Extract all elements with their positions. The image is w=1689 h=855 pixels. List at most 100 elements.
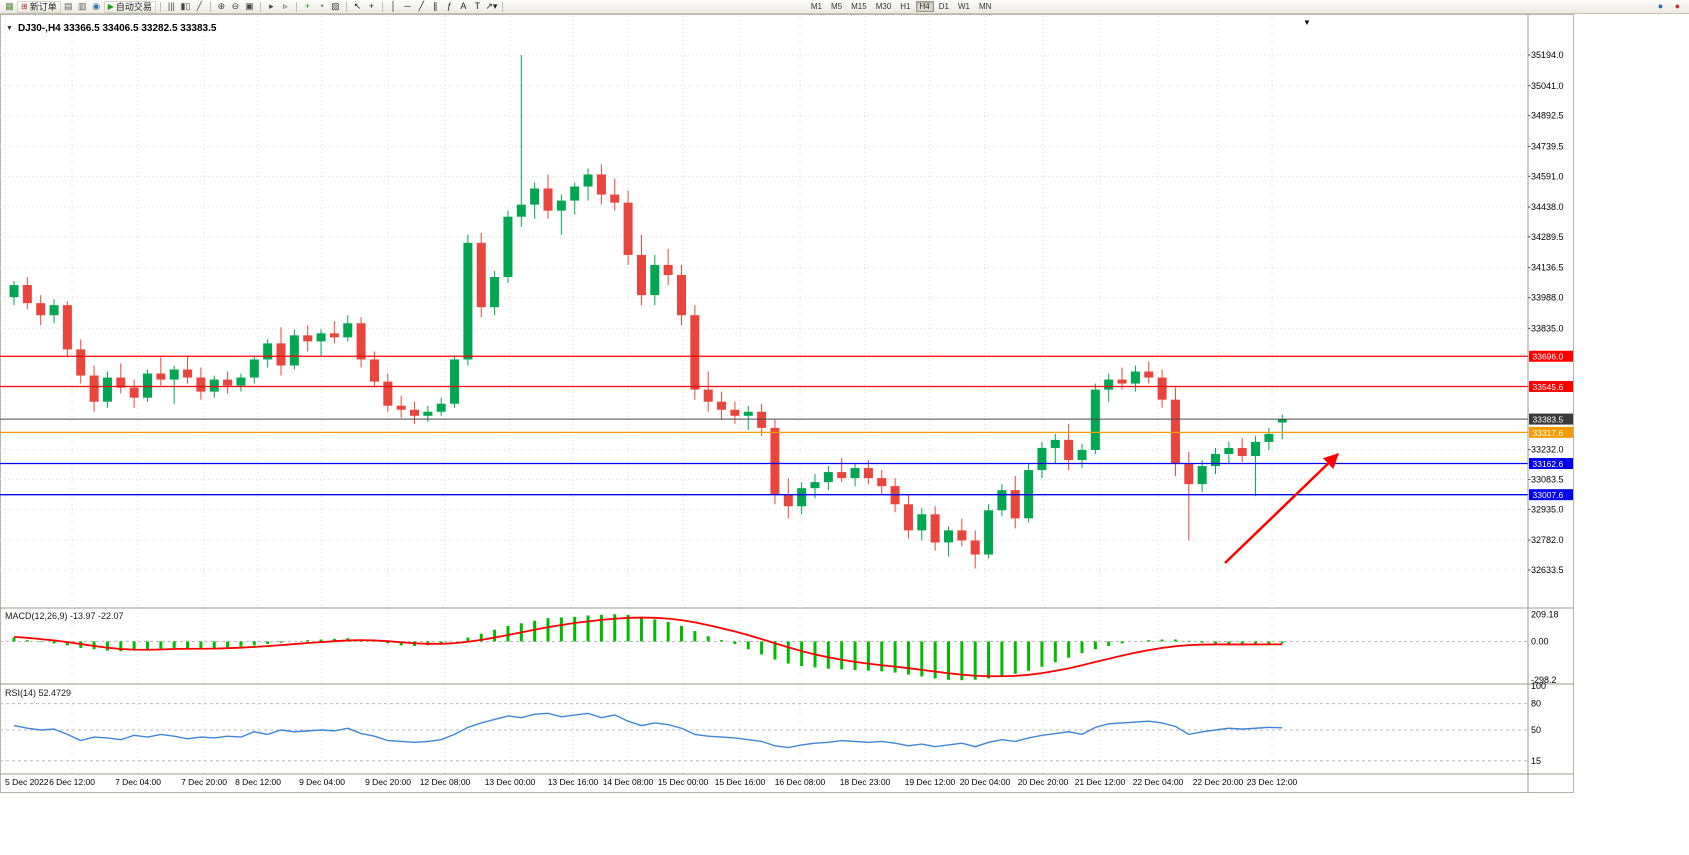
toolbar-separator bbox=[501, 1, 503, 12]
svg-text:33317.6: 33317.6 bbox=[1533, 428, 1564, 438]
price-chart[interactable]: 35194.0 35041.0 34892.5 34739.5 34591.0 34438… bbox=[0, 14, 1689, 855]
candle-body bbox=[423, 411, 433, 416]
timeframe-w1-button[interactable]: W1 bbox=[954, 1, 974, 12]
candle-body bbox=[196, 377, 206, 392]
macd-axis-label: 0.00 bbox=[1531, 636, 1549, 646]
timeframe-m30-button[interactable]: M30 bbox=[872, 1, 896, 12]
power-icon[interactable]: ● bbox=[1674, 1, 1681, 11]
candle-body bbox=[343, 323, 353, 338]
periods-icon[interactable]: ◔ bbox=[318, 1, 325, 11]
price-badge-33383.5: 33383.5 bbox=[1529, 413, 1573, 425]
candle-body bbox=[1224, 447, 1234, 454]
candle-body bbox=[823, 472, 833, 483]
candle-body bbox=[143, 373, 152, 398]
community-icon[interactable]: ● bbox=[1657, 1, 1664, 11]
candle-body bbox=[1184, 464, 1194, 485]
fibonacci-icon[interactable]: ƒ bbox=[446, 1, 452, 11]
time-axis-label: 14 Dec 08:00 bbox=[603, 777, 654, 787]
templates-icon[interactable]: ▨ bbox=[331, 1, 340, 11]
cursor-icon[interactable]: ↖ bbox=[353, 1, 362, 11]
zoom-in-icon[interactable]: ⊕ bbox=[217, 1, 226, 11]
trendline-icon[interactable]: ╱ bbox=[418, 1, 425, 11]
pane-separators bbox=[0, 14, 1574, 793]
candle-body bbox=[944, 530, 953, 543]
macd-axis-label: -298.2 bbox=[1531, 675, 1557, 685]
time-axis-label: 20 Dec 04:00 bbox=[960, 777, 1011, 787]
timeframe-h4-button[interactable]: H4 bbox=[915, 1, 934, 12]
time-axis-label: 23 Dec 12:00 bbox=[1247, 777, 1298, 787]
timeframe-d1-button[interactable]: D1 bbox=[935, 1, 953, 12]
zoom-out-icon[interactable]: ⊖ bbox=[231, 1, 240, 11]
timeframe-m15-button[interactable]: M15 bbox=[847, 1, 871, 12]
timeframe-m1-button[interactable]: M1 bbox=[807, 1, 826, 12]
channel-icon[interactable]: ∥ bbox=[433, 1, 438, 11]
candle-body bbox=[1077, 449, 1087, 461]
time-axis-label: 19 Dec 12:00 bbox=[905, 777, 956, 787]
trend-arrow[interactable] bbox=[1224, 453, 1339, 564]
market-watch-icon[interactable]: ▤ bbox=[63, 1, 73, 11]
candle-body bbox=[930, 514, 940, 543]
indicators-icon[interactable]: + bbox=[304, 1, 311, 11]
arrows-icon[interactable]: ↗▾ bbox=[485, 1, 498, 11]
auto-scroll-icon[interactable]: ▸ bbox=[269, 1, 274, 11]
text-icon[interactable]: A bbox=[460, 1, 467, 11]
time-axis-label: 15 Dec 16:00 bbox=[715, 777, 766, 787]
candle-body bbox=[570, 186, 580, 201]
new-order-button[interactable]: ⊞ 新订单 bbox=[17, 0, 61, 13]
new-chart-icon[interactable]: ▦ bbox=[5, 1, 14, 11]
candle-body bbox=[837, 472, 847, 479]
candle-body bbox=[850, 468, 860, 479]
time-axis-label: 5 Dec 2022 bbox=[5, 777, 49, 787]
autotrade-button[interactable]: ▶ 自动交易 bbox=[103, 0, 156, 13]
rsi-axis-label: 50 bbox=[1531, 725, 1541, 735]
timeframe-m5-button[interactable]: M5 bbox=[827, 1, 846, 12]
candle-body bbox=[183, 369, 193, 378]
candle-body bbox=[1050, 439, 1060, 448]
chart-marker: ▼ bbox=[1303, 18, 1311, 27]
price-badge-33317.6: 33317.6 bbox=[1529, 426, 1573, 438]
rsi-axis-label: 80 bbox=[1531, 699, 1541, 709]
candle-body bbox=[369, 359, 379, 382]
toolbar-separator bbox=[295, 1, 297, 12]
candle-body bbox=[89, 375, 99, 402]
toolbar-separator bbox=[209, 1, 211, 12]
chart-shift-icon[interactable]: ▹ bbox=[283, 1, 288, 11]
time-axis-label: 16 Dec 08:00 bbox=[775, 777, 826, 787]
candle-body bbox=[156, 373, 166, 380]
candle-body bbox=[1090, 389, 1100, 450]
data-window-icon[interactable]: ▥ bbox=[77, 1, 87, 11]
candlestick-icon[interactable]: ▮▯ bbox=[180, 1, 191, 11]
navigator-icon[interactable]: ◉ bbox=[92, 1, 101, 11]
candle-body bbox=[356, 323, 366, 360]
candle-body bbox=[717, 401, 727, 410]
candle-body bbox=[116, 377, 126, 388]
candle-body bbox=[703, 389, 713, 402]
chart-window-frame bbox=[0, 14, 1574, 793]
price-badge-33162.6: 33162.6 bbox=[1529, 458, 1573, 470]
timeframe-h1-button[interactable]: H1 bbox=[896, 1, 914, 12]
candle-body bbox=[503, 216, 513, 278]
candle-body bbox=[102, 377, 112, 402]
timeframe-group: M1 M5 M15 M30 H1 H4 D1 W1 MN bbox=[807, 1, 996, 12]
macd-layer bbox=[12, 614, 1284, 681]
timeframe-mn-button[interactable]: MN bbox=[975, 1, 995, 12]
crosshair-icon[interactable]: + bbox=[368, 1, 375, 11]
horizontal-line-icon[interactable]: ─ bbox=[404, 1, 411, 11]
text-label-icon[interactable]: T bbox=[474, 1, 481, 11]
candle-body bbox=[1197, 466, 1207, 485]
price-badge-33007.6: 33007.6 bbox=[1529, 489, 1573, 501]
vertical-line-icon[interactable]: │ bbox=[390, 1, 397, 11]
one-click-trading-toggle-icon[interactable]: ▼ bbox=[6, 25, 13, 32]
rsi-layer bbox=[13, 712, 1283, 749]
bar-chart-icon[interactable]: ||| bbox=[167, 1, 175, 11]
candle-body bbox=[490, 277, 500, 308]
candle-body bbox=[556, 200, 566, 211]
price-axis-label: 32633.5 bbox=[1531, 565, 1564, 575]
tile-windows-icon[interactable]: ▣ bbox=[245, 1, 254, 11]
candle-body bbox=[1251, 441, 1261, 456]
line-chart-icon[interactable]: ╱ bbox=[196, 1, 203, 11]
price-axis-label: 34892.5 bbox=[1531, 111, 1564, 121]
chart-window[interactable]: 35194.0 35041.0 34892.5 34739.5 34591.0 34438… bbox=[0, 14, 1689, 855]
rsi-line bbox=[13, 712, 1283, 749]
